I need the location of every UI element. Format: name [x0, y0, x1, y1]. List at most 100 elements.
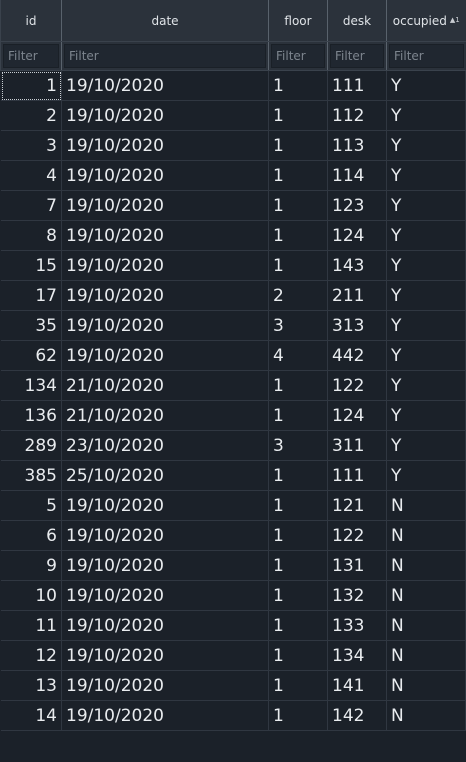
table-row[interactable]: 17 19/10/2020 2 211 Y	[0, 280, 466, 311]
cell-desk[interactable]: 132	[327, 580, 387, 611]
cell-occupied[interactable]: N	[386, 580, 466, 611]
table-row[interactable]: 385 25/10/2020 1 111 Y	[0, 460, 466, 491]
cell-date[interactable]: 21/10/2020	[61, 400, 269, 431]
cell-floor[interactable]: 2	[268, 280, 328, 311]
cell-date[interactable]: 19/10/2020	[61, 490, 269, 521]
cell-desk[interactable]: 311	[327, 430, 387, 461]
table-row[interactable]: 14 19/10/2020 1 142 N	[0, 700, 466, 731]
cell-id[interactable]: 3	[0, 130, 62, 161]
cell-floor[interactable]: 1	[268, 550, 328, 581]
cell-floor[interactable]: 1	[268, 640, 328, 671]
cell-floor[interactable]: 1	[268, 220, 328, 251]
cell-occupied[interactable]: N	[386, 610, 466, 641]
cell-date[interactable]: 19/10/2020	[61, 160, 269, 191]
cell-id[interactable]: 385	[0, 460, 62, 491]
cell-date[interactable]: 25/10/2020	[61, 460, 269, 491]
cell-id[interactable]: 14	[0, 700, 62, 731]
cell-occupied[interactable]: Y	[386, 220, 466, 251]
cell-floor[interactable]: 1	[268, 70, 328, 101]
cell-floor[interactable]: 1	[268, 520, 328, 551]
table-row[interactable]: 15 19/10/2020 1 143 Y	[0, 250, 466, 281]
column-header-desk[interactable]: desk	[327, 0, 387, 42]
cell-id[interactable]: 13	[0, 670, 62, 701]
cell-id[interactable]: 62	[0, 340, 62, 371]
table-row[interactable]: 289 23/10/2020 3 311 Y	[0, 430, 466, 461]
cell-occupied[interactable]: Y	[386, 430, 466, 461]
cell-floor[interactable]: 1	[268, 610, 328, 641]
cell-floor[interactable]: 1	[268, 460, 328, 491]
cell-desk[interactable]: 124	[327, 220, 387, 251]
cell-floor[interactable]: 1	[268, 190, 328, 221]
cell-occupied[interactable]: Y	[386, 160, 466, 191]
table-row[interactable]: 4 19/10/2020 1 114 Y	[0, 160, 466, 191]
cell-id[interactable]: 136	[0, 400, 62, 431]
cell-id[interactable]: 15	[0, 250, 62, 281]
cell-occupied[interactable]: N	[386, 550, 466, 581]
cell-id[interactable]: 12	[0, 640, 62, 671]
cell-date[interactable]: 19/10/2020	[61, 310, 269, 341]
table-row[interactable]: 5 19/10/2020 1 121 N	[0, 490, 466, 521]
cell-floor[interactable]: 1	[268, 130, 328, 161]
cell-occupied[interactable]: Y	[386, 100, 466, 131]
table-row[interactable]: 62 19/10/2020 4 442 Y	[0, 340, 466, 371]
table-row[interactable]: 1 19/10/2020 1 111 Y	[0, 70, 466, 101]
cell-id[interactable]: 289	[0, 430, 62, 461]
cell-desk[interactable]: 313	[327, 310, 387, 341]
cell-desk[interactable]: 131	[327, 550, 387, 581]
table-row[interactable]: 7 19/10/2020 1 123 Y	[0, 190, 466, 221]
table-row[interactable]: 9 19/10/2020 1 131 N	[0, 550, 466, 581]
cell-desk[interactable]: 442	[327, 340, 387, 371]
cell-desk[interactable]: 134	[327, 640, 387, 671]
table-row[interactable]: 3 19/10/2020 1 113 Y	[0, 130, 466, 161]
cell-date[interactable]: 19/10/2020	[61, 100, 269, 131]
cell-floor[interactable]: 1	[268, 700, 328, 731]
cell-occupied[interactable]: Y	[386, 370, 466, 401]
column-header-id[interactable]: id	[0, 0, 62, 42]
cell-desk[interactable]: 122	[327, 370, 387, 401]
cell-desk[interactable]: 141	[327, 670, 387, 701]
cell-desk[interactable]: 112	[327, 100, 387, 131]
cell-date[interactable]: 19/10/2020	[61, 280, 269, 311]
cell-id[interactable]: 9	[0, 550, 62, 581]
cell-occupied[interactable]: Y	[386, 280, 466, 311]
table-row[interactable]: 12 19/10/2020 1 134 N	[0, 640, 466, 671]
cell-occupied[interactable]: Y	[386, 250, 466, 281]
cell-id[interactable]: 134	[0, 370, 62, 401]
table-row[interactable]: 35 19/10/2020 3 313 Y	[0, 310, 466, 341]
cell-date[interactable]: 19/10/2020	[61, 520, 269, 551]
cell-date[interactable]: 19/10/2020	[61, 700, 269, 731]
cell-date[interactable]: 19/10/2020	[61, 670, 269, 701]
cell-floor[interactable]: 4	[268, 340, 328, 371]
cell-occupied[interactable]: Y	[386, 190, 466, 221]
cell-desk[interactable]: 133	[327, 610, 387, 641]
cell-floor[interactable]: 3	[268, 430, 328, 461]
cell-occupied[interactable]: N	[386, 700, 466, 731]
cell-date[interactable]: 19/10/2020	[61, 250, 269, 281]
cell-date[interactable]: 19/10/2020	[61, 220, 269, 251]
cell-occupied[interactable]: Y	[386, 130, 466, 161]
cell-date[interactable]: 19/10/2020	[61, 550, 269, 581]
table-row[interactable]: 13 19/10/2020 1 141 N	[0, 670, 466, 701]
cell-date[interactable]: 19/10/2020	[61, 340, 269, 371]
cell-occupied[interactable]: Y	[386, 310, 466, 341]
cell-floor[interactable]: 1	[268, 160, 328, 191]
cell-id[interactable]: 5	[0, 490, 62, 521]
cell-id[interactable]: 6	[0, 520, 62, 551]
column-header-date[interactable]: date	[61, 0, 269, 42]
cell-floor[interactable]: 1	[268, 370, 328, 401]
cell-floor[interactable]: 1	[268, 670, 328, 701]
cell-date[interactable]: 19/10/2020	[61, 610, 269, 641]
cell-id[interactable]: 2	[0, 100, 62, 131]
table-row[interactable]: 134 21/10/2020 1 122 Y	[0, 370, 466, 401]
filter-input-date[interactable]	[64, 44, 266, 68]
filter-input-desk[interactable]	[330, 44, 384, 68]
cell-desk[interactable]: 123	[327, 190, 387, 221]
table-row[interactable]: 136 21/10/2020 1 124 Y	[0, 400, 466, 431]
table-row[interactable]: 10 19/10/2020 1 132 N	[0, 580, 466, 611]
cell-desk[interactable]: 124	[327, 400, 387, 431]
cell-date[interactable]: 19/10/2020	[61, 580, 269, 611]
cell-desk[interactable]: 111	[327, 70, 387, 101]
filter-input-id[interactable]	[3, 44, 59, 68]
cell-occupied[interactable]: N	[386, 640, 466, 671]
cell-occupied[interactable]: Y	[386, 340, 466, 371]
